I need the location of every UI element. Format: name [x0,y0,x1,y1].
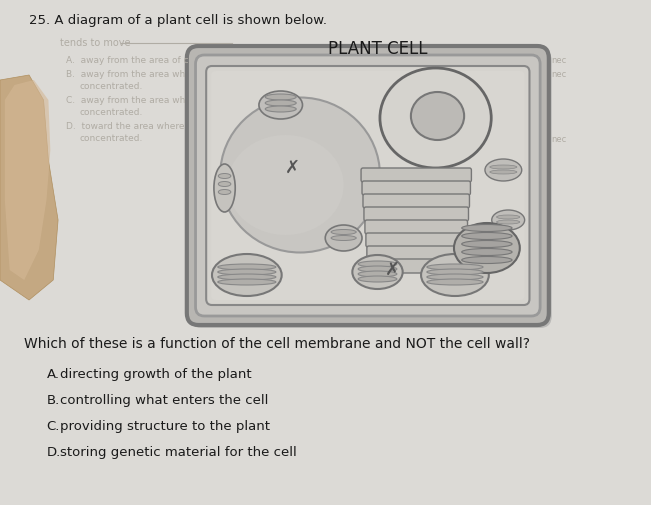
Text: controlling what enters the cell: controlling what enters the cell [60,394,268,407]
Text: ✗: ✗ [385,261,400,279]
Ellipse shape [427,274,483,280]
Text: D.  toward the area where: D. toward the area where [66,122,184,131]
Ellipse shape [218,269,276,275]
Text: tends to move: tends to move [60,38,130,48]
Polygon shape [5,80,50,280]
Ellipse shape [220,97,380,252]
Ellipse shape [490,170,517,174]
Text: PLANT CELL: PLANT CELL [327,40,427,58]
Ellipse shape [265,94,296,100]
Text: D.: D. [46,446,61,459]
Ellipse shape [331,235,356,240]
Ellipse shape [462,225,512,231]
Text: storing genetic material for the cell: storing genetic material for the cell [60,446,297,459]
Ellipse shape [218,274,276,280]
Text: 25. A diagram of a plant cell is shown below.: 25. A diagram of a plant cell is shown b… [29,14,327,27]
Text: nec: nec [552,70,567,79]
Ellipse shape [462,257,512,264]
Ellipse shape [427,269,483,275]
Text: B.: B. [46,394,60,407]
Ellipse shape [411,92,464,140]
Text: concentrated.: concentrated. [79,108,143,117]
Text: directing growth of the plant: directing growth of the plant [60,368,252,381]
Text: ✗: ✗ [284,159,300,177]
Ellipse shape [214,164,235,212]
FancyBboxPatch shape [195,55,540,316]
Ellipse shape [358,271,397,277]
Ellipse shape [259,91,303,119]
FancyBboxPatch shape [187,46,549,325]
FancyBboxPatch shape [363,194,469,208]
Text: concentrated.: concentrated. [79,134,143,143]
FancyBboxPatch shape [368,259,465,273]
Text: concentrated.: concentrated. [79,82,143,91]
Ellipse shape [454,223,519,273]
Ellipse shape [265,106,296,112]
Ellipse shape [218,264,276,270]
FancyBboxPatch shape [364,207,469,221]
Ellipse shape [218,189,231,194]
Text: nec: nec [552,56,567,65]
Text: A.: A. [46,368,59,381]
Text: A.  away from the area of c: A. away from the area of c [66,56,188,65]
Ellipse shape [427,264,483,270]
Text: C.  away from the area wh: C. away from the area wh [66,96,185,105]
Ellipse shape [326,225,362,251]
Text: providing structure to the plant: providing structure to the plant [60,420,270,433]
Text: Which of these is a function of the cell membrane and NOT the cell wall?: Which of these is a function of the cell… [24,337,530,351]
Ellipse shape [358,261,397,267]
Ellipse shape [358,266,397,272]
Ellipse shape [462,240,512,247]
Ellipse shape [485,159,521,181]
FancyBboxPatch shape [211,71,525,300]
FancyBboxPatch shape [366,233,467,247]
Ellipse shape [331,229,356,234]
Ellipse shape [462,232,512,239]
FancyBboxPatch shape [206,66,529,305]
Text: nec: nec [552,135,567,144]
Ellipse shape [218,181,231,186]
Ellipse shape [492,210,525,230]
Ellipse shape [212,254,282,296]
Ellipse shape [352,255,403,289]
FancyBboxPatch shape [362,181,471,195]
Ellipse shape [358,276,397,282]
Ellipse shape [427,279,483,285]
Ellipse shape [497,215,519,219]
FancyBboxPatch shape [361,168,471,182]
Text: B.  away from the area wh: B. away from the area wh [66,70,185,79]
Ellipse shape [497,220,519,224]
Ellipse shape [421,254,489,296]
Ellipse shape [462,248,512,256]
Ellipse shape [380,68,492,168]
Ellipse shape [227,135,344,235]
Ellipse shape [218,174,231,178]
FancyBboxPatch shape [365,220,467,234]
FancyBboxPatch shape [367,246,465,260]
FancyBboxPatch shape [189,49,552,328]
Polygon shape [0,75,58,300]
Text: C.: C. [46,420,60,433]
Ellipse shape [218,279,276,285]
Ellipse shape [490,165,517,169]
Ellipse shape [265,100,296,106]
